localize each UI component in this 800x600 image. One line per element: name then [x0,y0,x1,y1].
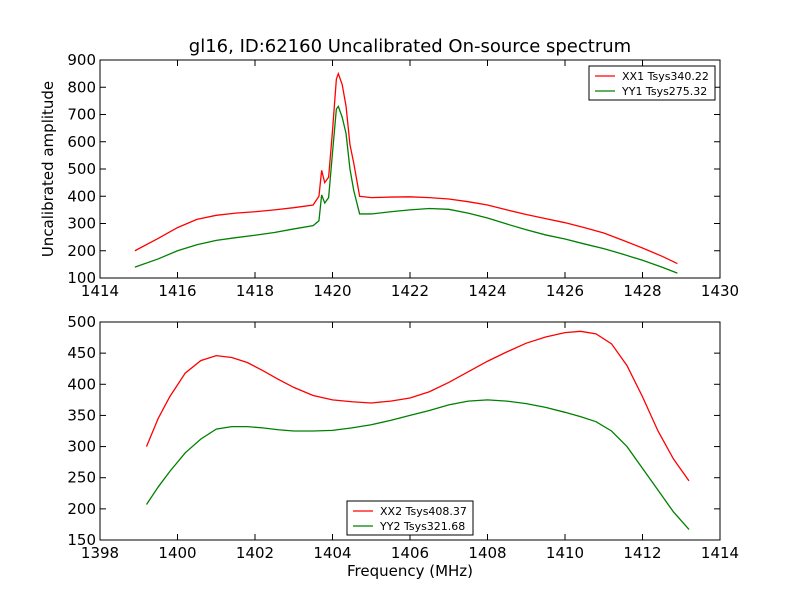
y-tick-label-2-8: 500 [67,313,96,331]
y-tick-label-2-2: 200 [67,500,96,518]
y-tick-label-2-7: 450 [67,344,96,362]
legend-2: XX2 Tsys408.37 YY2 Tsys321.68 [346,500,474,536]
y-tick-label-2-3: 250 [67,469,96,487]
y-tick-label-1-3: 300 [67,215,96,233]
bottom-panel: 1398 1400 1402 1404 1406 1408 1410 1412 1414 150 2… [67,313,739,580]
y-axis-label-1: Uncalibrated amplitude [39,81,57,257]
x-tick-label-1-7: 1426 [546,282,584,300]
legend-label-1-1: XX1 Tsys340.22 [622,70,709,83]
x-tick-label-2-7: 1410 [546,544,584,562]
x-tick-label-1-3: 1418 [236,282,274,300]
x-axis-label-2: Frequency (MHz) [347,562,473,580]
x-tick-label-2-8: 1412 [623,544,661,562]
x-tick-label-2-2: 1400 [158,544,196,562]
y-tick-label-1-5: 500 [67,160,96,178]
series-line-2-1 [145,330,690,482]
x-tick-label-1-1: 1414 [81,282,119,300]
x-tick-label-1-9: 1430 [701,282,739,300]
y-tick-label-1-9: 900 [67,51,96,69]
x-tick-label-2-5: 1406 [391,544,429,562]
x-tick-label-2-4: 1404 [313,544,351,562]
legend-label-2-2: YY2 Tsys321.68 [379,520,465,533]
y-tick-label-1-8: 800 [67,78,96,96]
legend-1: XX1 Tsys340.22 YY1 Tsys275.32 [588,65,716,101]
legend-label-1-2: YY1 Tsys275.32 [621,85,707,98]
y-tick-label-1-4: 400 [67,187,96,205]
x-tick-label-2-3: 1402 [236,544,274,562]
x-tick-label-2-1: 1398 [81,544,119,562]
y-tick-label-2-6: 400 [67,375,96,393]
x-tick-label-1-8: 1428 [623,282,661,300]
y-tick-label-1-7: 700 [67,106,96,124]
x-tick-label-1-6: 1424 [468,282,506,300]
legend-box-2 [346,500,474,536]
y-tick-label-1-1: 100 [67,269,96,287]
series-line-1-2 [134,104,678,274]
chart-title: gl16, ID:62160 Uncalibrated On-source sp… [189,36,631,57]
x-tick-label-2-9: 1414 [701,544,739,562]
x-tick-label-1-4: 1420 [313,282,351,300]
x-tick-label-1-2: 1416 [158,282,196,300]
y-tick-label-1-6: 600 [67,133,96,151]
series-line-2-2 [145,399,690,530]
top-panel: 1414 1416 1418 1420 1422 1424 1426 1428 1430 100 2… [39,51,739,300]
series-line-1-1 [134,71,678,265]
x-tick-label-2-6: 1408 [468,544,506,562]
y-tick-label-2-1: 150 [67,531,96,549]
y-tick-label-1-2: 200 [67,242,96,260]
y-tick-label-2-5: 350 [67,406,96,424]
x-tick-label-1-5: 1422 [391,282,429,300]
y-tick-label-2-4: 300 [67,438,96,456]
legend-box-1 [588,65,716,101]
legend-label-2-1: XX2 Tsys408.37 [380,505,467,518]
